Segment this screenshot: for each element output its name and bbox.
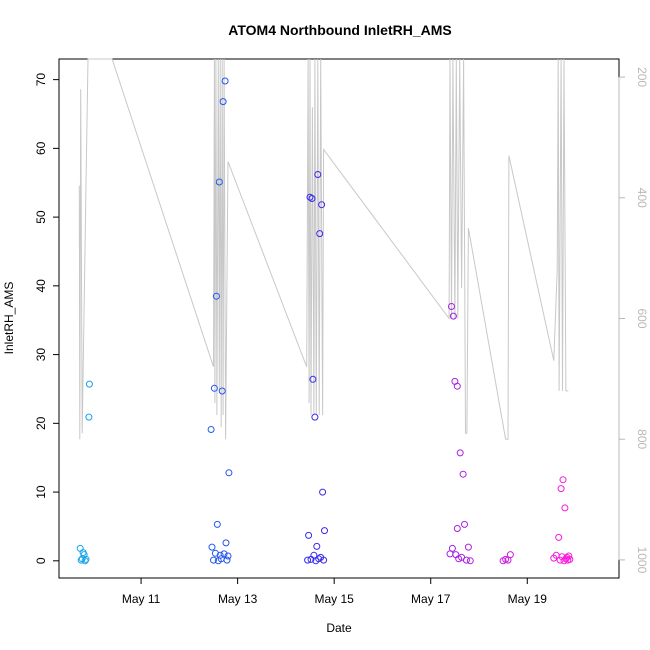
data-point xyxy=(316,230,324,238)
y2-tick-label: 1000 xyxy=(635,547,649,574)
data-point xyxy=(452,551,460,559)
data-point xyxy=(308,195,316,202)
data-point xyxy=(555,533,563,541)
data-point xyxy=(77,556,85,564)
data-point xyxy=(216,551,224,559)
data-point xyxy=(225,469,233,477)
data-point xyxy=(566,555,574,563)
data-point xyxy=(304,556,312,564)
data-point xyxy=(85,413,93,421)
data-point xyxy=(212,292,220,300)
y2-tick-label: 400 xyxy=(635,188,649,208)
data-point xyxy=(453,525,461,532)
y-axis-label: InletRH_AMS xyxy=(2,282,16,355)
y2-tick-label: 600 xyxy=(635,308,649,328)
x-tick-label: May 19 xyxy=(508,592,548,606)
data-point xyxy=(76,544,84,552)
y-tick-label: 10 xyxy=(34,485,48,499)
data-point xyxy=(453,382,461,390)
points-layer xyxy=(76,77,574,565)
y-tick-label: 70 xyxy=(34,73,48,87)
secondary-series-line xyxy=(78,58,569,440)
x-tick-label: May 15 xyxy=(314,592,354,606)
x-tick-label: May 17 xyxy=(411,592,451,606)
data-point xyxy=(561,504,569,512)
data-point xyxy=(315,555,323,563)
data-point xyxy=(459,470,467,478)
data-point xyxy=(218,387,226,395)
data-point xyxy=(311,413,319,421)
data-point xyxy=(448,303,455,310)
data-point xyxy=(559,476,567,484)
y2-tick-label: 800 xyxy=(635,429,649,449)
data-point xyxy=(208,543,216,551)
data-point xyxy=(82,555,90,563)
data-point xyxy=(213,520,221,528)
data-point xyxy=(210,384,218,392)
y2-tick-label: 200 xyxy=(635,67,649,87)
y-tick-label: 0 xyxy=(34,557,48,564)
data-point xyxy=(565,552,573,560)
data-point xyxy=(319,488,327,496)
data-point xyxy=(223,556,231,564)
x-tick-label: May 11 xyxy=(122,592,161,606)
data-point xyxy=(210,556,217,564)
data-point xyxy=(309,375,317,383)
plot-frame xyxy=(58,58,620,579)
data-point xyxy=(313,542,321,550)
data-point xyxy=(305,531,313,539)
secondary-line-layer xyxy=(78,58,569,440)
x-tick-label: May 13 xyxy=(218,592,258,606)
data-point xyxy=(506,551,514,559)
data-point xyxy=(85,380,93,388)
data-point xyxy=(466,557,474,565)
data-point xyxy=(306,193,314,201)
data-point xyxy=(318,201,326,209)
data-point xyxy=(557,485,565,493)
data-point xyxy=(215,178,223,186)
data-point xyxy=(320,556,328,564)
data-point xyxy=(456,449,464,457)
data-point xyxy=(222,539,230,547)
data-point xyxy=(448,544,456,552)
data-point xyxy=(81,557,89,565)
data-point xyxy=(220,550,228,558)
data-point xyxy=(462,556,470,564)
data-point xyxy=(321,527,328,535)
data-point xyxy=(461,520,468,528)
frame-layer xyxy=(58,58,620,579)
y-tick-label: 20 xyxy=(34,416,48,430)
data-point xyxy=(464,543,472,551)
x-axis-label: Date xyxy=(326,621,352,635)
data-point xyxy=(449,312,457,320)
axes-layer: May 11 May 13 May 15 May 17 May 19 0 10 20 30 40 5… xyxy=(34,67,649,606)
data-point xyxy=(558,553,566,561)
y-tick-label: 60 xyxy=(34,141,48,155)
y-tick-label: 40 xyxy=(34,279,48,293)
data-point xyxy=(224,552,232,560)
data-point xyxy=(207,426,215,433)
chart-title: ATOM4 Northbound InletRH_AMS xyxy=(228,22,451,38)
data-point xyxy=(221,77,229,85)
y-tick-label: 50 xyxy=(34,210,48,224)
y-tick-label: 30 xyxy=(34,348,48,362)
data-point xyxy=(219,98,227,106)
data-point xyxy=(314,171,322,178)
